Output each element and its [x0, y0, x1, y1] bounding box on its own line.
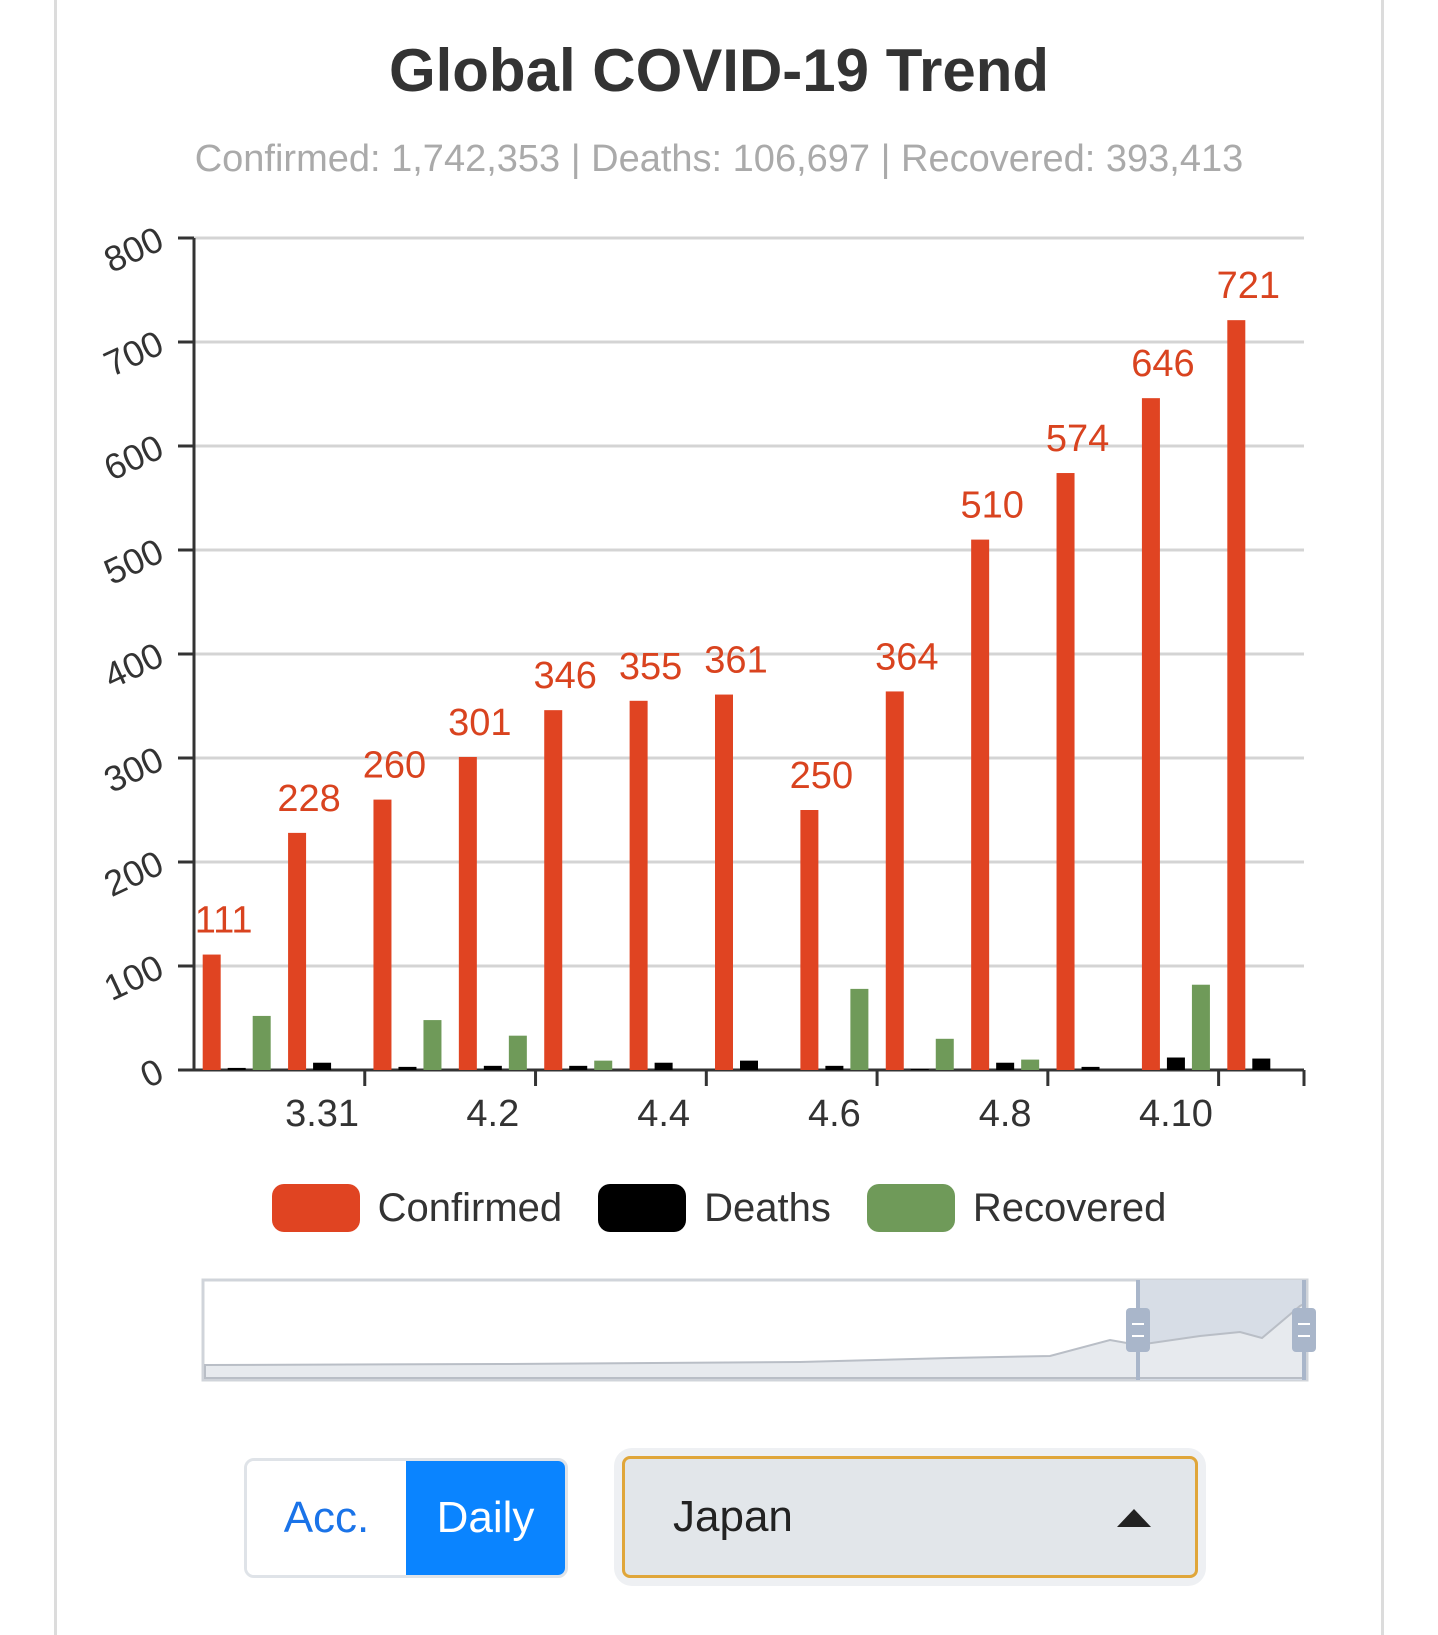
bar-confirmed	[458, 756, 477, 1070]
bar-deaths	[483, 1065, 502, 1070]
bar-deaths	[227, 1067, 246, 1070]
mode-toggle: Acc. Daily	[244, 1458, 568, 1578]
country-select-wrapper: Japan	[614, 1448, 1206, 1586]
x-tick-label: 4.8	[979, 1093, 1032, 1135]
x-tick-label: 3.31	[285, 1093, 359, 1135]
bar-recovered	[508, 1035, 527, 1070]
data-label-confirmed: 346	[534, 655, 597, 697]
legend-item-confirmed[interactable]: Confirmed	[271, 1184, 563, 1232]
country-select-value: Japan	[673, 1492, 793, 1541]
bar-deaths	[569, 1065, 588, 1070]
data-label-confirmed: 574	[1046, 418, 1109, 460]
bar-recovered	[1021, 1059, 1040, 1070]
daily-button[interactable]: Daily	[406, 1461, 565, 1575]
bar-deaths	[996, 1062, 1015, 1070]
bar-confirmed	[885, 691, 904, 1070]
data-label-confirmed: 260	[363, 745, 426, 787]
card-frame	[54, 0, 1384, 1635]
zoom-handle-left[interactable]	[1126, 1308, 1150, 1352]
x-tick-label: 4.4	[637, 1093, 690, 1135]
legend-label-deaths: Deaths	[704, 1185, 831, 1230]
legend-item-deaths[interactable]: Deaths	[598, 1184, 831, 1232]
data-label-confirmed: 250	[790, 755, 853, 797]
data-label-confirmed: 646	[1131, 343, 1194, 385]
bar-deaths	[313, 1062, 332, 1070]
bar-confirmed	[971, 539, 990, 1070]
bar-confirmed	[1141, 398, 1160, 1070]
bar-deaths	[740, 1060, 758, 1070]
bar-recovered	[935, 1038, 954, 1070]
bar-deaths	[1081, 1066, 1100, 1070]
bar-confirmed	[1056, 473, 1075, 1070]
bar-confirmed	[373, 799, 392, 1070]
bar-recovered	[594, 1060, 613, 1070]
legend-swatch-confirmed	[271, 1184, 360, 1232]
data-label-confirmed: 364	[875, 636, 938, 678]
zoom-handle-right[interactable]	[1292, 1308, 1316, 1352]
x-tick-label: 4.6	[808, 1093, 861, 1135]
bar-confirmed	[800, 810, 819, 1070]
bar-confirmed	[715, 694, 733, 1070]
bar-deaths	[1166, 1057, 1185, 1070]
bar-deaths	[910, 1068, 929, 1070]
bar-recovered	[423, 1020, 442, 1070]
bar-recovered	[252, 1015, 271, 1070]
chart-title: Global COVID-19 Trend	[388, 37, 1050, 104]
x-tick-label: 4.10	[1139, 1093, 1213, 1135]
legend-item-recovered[interactable]: Recovered	[866, 1184, 1167, 1232]
acc-button[interactable]: Acc.	[247, 1461, 406, 1575]
bar-confirmed	[629, 700, 648, 1070]
x-tick-label: 4.2	[466, 1093, 519, 1135]
bar-confirmed	[288, 832, 307, 1070]
bar-deaths	[825, 1065, 844, 1070]
legend-swatch-recovered	[866, 1184, 955, 1232]
legend-label-confirmed: Confirmed	[377, 1185, 563, 1230]
data-label-confirmed: 355	[619, 646, 682, 688]
country-select[interactable]: Japan	[622, 1456, 1198, 1578]
bar-confirmed	[1227, 320, 1246, 1070]
data-label-confirmed: 361	[704, 640, 767, 682]
bar-chart: 0100200300400500600700800111228260301346…	[98, 218, 1306, 1135]
data-label-confirmed: 111	[195, 900, 253, 942]
legend: Confirmed Deaths Recovered	[0, 1184, 1438, 1232]
bar-recovered	[1191, 984, 1210, 1070]
caret-up-icon	[1117, 1509, 1151, 1527]
bar-deaths	[654, 1062, 673, 1070]
legend-label-recovered: Recovered	[972, 1185, 1167, 1230]
chart-subtitle: Confirmed: 1,742,353 | Deaths: 106,697 |…	[194, 138, 1244, 180]
data-label-confirmed: 510	[960, 485, 1023, 527]
legend-swatch-deaths	[598, 1184, 687, 1232]
data-zoom-slider[interactable]	[0, 0, 1438, 1420]
bar-deaths	[1252, 1058, 1271, 1070]
data-label-confirmed: 228	[277, 778, 340, 820]
data-label-confirmed: 721	[1217, 265, 1280, 307]
bar-recovered	[850, 988, 869, 1070]
data-label-confirmed: 301	[448, 702, 511, 744]
bar-deaths	[398, 1066, 417, 1070]
bar-confirmed	[202, 954, 221, 1070]
bar-confirmed	[544, 710, 563, 1070]
